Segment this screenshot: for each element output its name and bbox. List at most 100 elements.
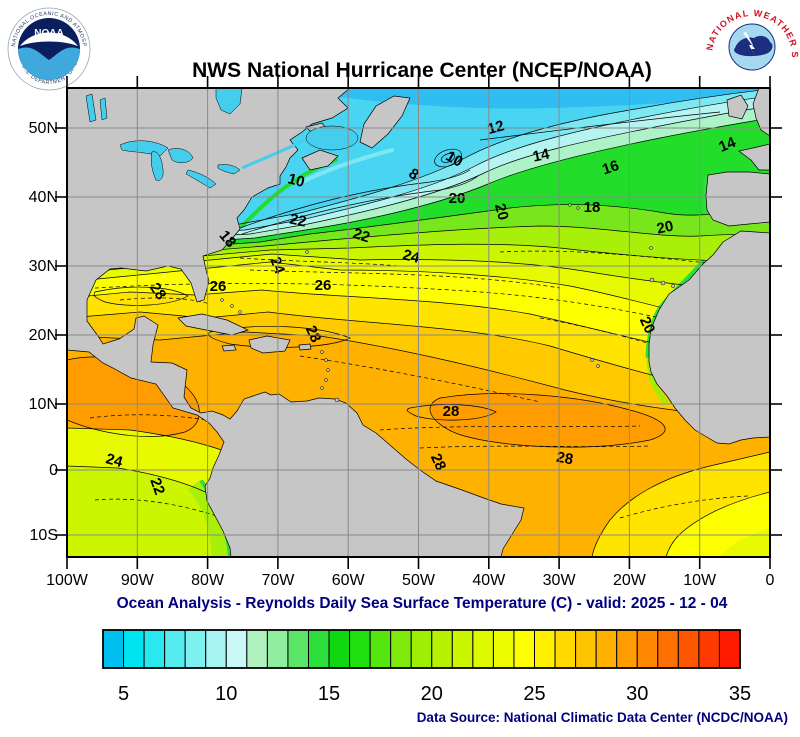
graticule (67, 88, 770, 557)
isotherm-label: 24 (401, 246, 422, 267)
y-axis-label: 10N (29, 396, 58, 413)
x-axis-label: 60W (332, 572, 366, 589)
land-americas (67, 88, 525, 557)
x-axis-label: 80W (191, 572, 225, 589)
colorbar-segment (102, 629, 125, 669)
land-nova-scotia (301, 149, 339, 171)
isotherm-label: 22 (146, 476, 168, 497)
colorbar-segment (328, 629, 351, 669)
x-axis-label: 100W (46, 572, 89, 589)
map-caption: Ocean Analysis - Reynolds Daily Sea Surf… (117, 595, 728, 612)
gulf-of-st-lawrence (305, 125, 359, 151)
land-britain (752, 88, 770, 137)
nws-ring-text: NATIONAL WEATHER SERVICE (0, 0, 799, 59)
isotherm-label: 16 (600, 157, 621, 178)
colorbar-segment (698, 629, 720, 669)
y-axis-labels: 50N 40N 30N 20N 10N 0 10S (29, 120, 58, 544)
x-axis-label: 90W (121, 572, 155, 589)
x-axis-label: 20W (613, 572, 647, 589)
colorbar-segment (554, 629, 577, 669)
land-africa (648, 230, 770, 445)
colorbar-segment (534, 629, 556, 669)
small-islands (220, 203, 675, 403)
isotherm-label: 28 (427, 451, 449, 473)
lakes (85, 88, 359, 189)
colorbar-tick-label: 15 (318, 683, 340, 705)
isotherm-label: 28 (302, 323, 324, 345)
temperature-colorbar (102, 629, 741, 669)
y-axis-label: 0 (49, 462, 58, 479)
land-masses (67, 88, 770, 557)
colorbar-segment (349, 629, 371, 669)
isotherm-label: 28 (443, 403, 460, 420)
isotherm-label: 10 (286, 170, 307, 191)
noaa-bird-icon (20, 32, 78, 46)
isotherm-label: 20 (655, 218, 675, 238)
colorbar-segment (431, 629, 453, 669)
lake-huron (167, 148, 194, 163)
nws-cloud-icon (734, 35, 773, 57)
colorbar-tick-label: 35 (729, 683, 751, 705)
colorbar-segment (287, 629, 309, 669)
colorbar-tick-label: 30 (626, 683, 648, 705)
isotherm-label: 10 (443, 148, 466, 171)
axis-ticks (55, 76, 782, 569)
colorbar-segment (410, 629, 433, 669)
land-newfoundland (359, 95, 411, 149)
colorbar-segment (143, 629, 166, 669)
y-axis-label: 40N (29, 189, 58, 206)
data-source-note: Data Source: National Climatic Data Cent… (417, 710, 788, 725)
x-axis-label: 10W (683, 572, 717, 589)
isotherm-label: 24 (104, 450, 125, 471)
colorbar-segment (472, 629, 494, 669)
st-lawrence-river (241, 138, 306, 170)
land-france (738, 143, 770, 171)
land-puerto-rico (298, 343, 312, 351)
lake-ontario (217, 164, 241, 175)
y-axis-label: 20N (29, 327, 58, 344)
colorbar-segment (369, 629, 392, 669)
contour-loops (93, 148, 497, 421)
colorbar-segment (164, 629, 186, 669)
colorbar-segment (492, 629, 515, 669)
isotherm-label: 22 (288, 211, 308, 231)
isotherm-label: 14 (531, 145, 551, 165)
nws-lightning-icon (743, 32, 757, 60)
lake-michigan (150, 151, 164, 181)
colorbar-frame (102, 629, 741, 669)
colorbar-segment (513, 629, 536, 669)
land-iberia (705, 171, 770, 227)
noaa-logo: NATIONAL OCEANIC AND ATMOSPHERIC ADMINIS… (0, 0, 91, 91)
colorbar-segment (205, 629, 227, 669)
land-jamaica (221, 344, 237, 352)
x-axis-label: 70W (261, 572, 295, 589)
lake-erie (185, 169, 217, 189)
colorbar-segment (184, 629, 207, 669)
lake-winnipeg (85, 93, 97, 123)
svg-text:NATIONAL WEATHER SERVICE: NATIONAL WEATHER SERVICE (0, 0, 800, 59)
isotherm-label: 28 (146, 280, 169, 303)
colorbar-tick-label: 25 (523, 683, 545, 705)
colorbar-segment (123, 629, 145, 669)
land-cuba (177, 313, 249, 336)
x-axis-label: 40W (472, 572, 506, 589)
y-axis-label: 30N (29, 258, 58, 275)
colorbar-segment (266, 629, 289, 669)
isotherm-label: 20 (636, 314, 658, 336)
colorbar-tick-label: 5 (118, 683, 129, 705)
x-axis-label: 30W (543, 572, 577, 589)
y-axis-label: 10S (30, 527, 58, 544)
noaa-acronym: NOAA (34, 28, 63, 39)
x-axis-label: 0 (766, 572, 775, 589)
isotherm-label: 20 (491, 202, 512, 223)
colorbar-segment (225, 629, 248, 669)
isotherm-label: 20 (449, 190, 466, 207)
james-bay (215, 88, 243, 115)
colorbar-tick-label: 10 (215, 683, 237, 705)
colorbar-segment (616, 629, 638, 669)
y-axis-label: 50N (29, 120, 58, 137)
x-axis-label: 50W (402, 572, 436, 589)
isotherm-label: 22 (351, 225, 372, 246)
